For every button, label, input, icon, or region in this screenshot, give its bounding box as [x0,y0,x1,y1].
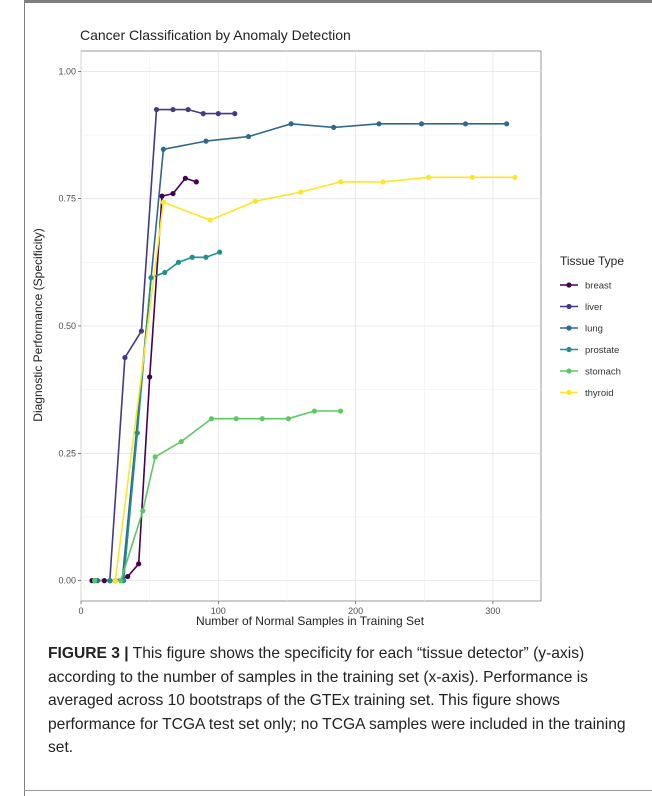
caption-label: FIGURE 3 | [48,645,129,662]
legend-label-breast: breast [585,281,612,292]
x-axis-label: Number of Normal Samples in Training Set [196,614,425,628]
legend-key-point-thyroid [566,389,572,396]
data-point-breast [147,374,153,380]
y-axis-label: Diagnostic Performance (Specificity) [31,228,45,421]
data-point-stomach [92,578,98,584]
y-axis-ticks: 0.00 0.25 0.50 0.75 1.00 [58,66,81,586]
data-point-lung [418,121,425,127]
data-point-thyroid [252,198,258,204]
line-chart: Cancer Classification by Anomaly Detecti… [31,27,624,628]
legend-label-lung: lung [585,324,603,335]
data-point-lung [504,121,510,127]
data-point-prostate [175,259,182,265]
data-point-liver [170,106,176,113]
series-points [89,106,518,584]
data-point-lung [288,121,294,127]
data-point-lung [331,124,337,130]
data-point-stomach [285,416,291,422]
data-point-prostate [217,249,223,255]
data-point-liver [232,111,238,117]
data-point-liver [122,354,128,361]
data-point-liver [138,328,145,334]
legend-key-point-prostate [566,346,572,353]
legend-label-thyroid: thyroid [585,388,614,399]
data-point-thyroid [512,174,518,180]
data-point-stomach [337,408,344,414]
x-tick-label: 0 [78,606,83,616]
series-line-thyroid [114,176,515,581]
data-point-thyroid [160,199,166,205]
data-point-breast [159,193,165,199]
data-point-breast [101,578,107,584]
y-tick-label: 1.00 [58,66,76,76]
data-point-thyroid [298,189,304,195]
data-point-thyroid [469,174,475,180]
data-point-lung [462,121,469,127]
data-point-lung [245,133,252,140]
data-point-liver [200,111,206,117]
data-point-breast [170,190,176,197]
legend-label-prostate: prostate [585,345,619,356]
x-tick-label: 200 [348,606,363,616]
series-line-liver [94,108,235,582]
data-point-stomach [140,508,146,514]
data-point-thyroid [425,174,432,180]
data-point-breast [182,175,188,181]
y-tick-label: 0.00 [58,576,76,586]
frame-top-border [24,0,652,3]
frame-bottom-border [24,790,652,791]
legend-label-stomach: stomach [585,367,621,378]
chart-title: Cancer Classification by Anomaly Detecti… [80,27,351,43]
data-point-liver [153,106,160,113]
data-point-prostate [203,254,209,260]
data-point-stomach [233,416,239,422]
legend-key-point-breast [566,282,572,288]
figure-caption: FIGURE 3 | This figure shows the specifi… [48,642,640,760]
data-point-stomach [259,416,265,422]
legend-key-point-liver [566,303,572,310]
legend-label-liver: liver [585,302,602,313]
data-point-lung [160,146,166,152]
legend: breast liver lung prostate stomach thyroid [560,281,621,399]
data-point-lung [203,138,209,144]
x-tick-label: 300 [485,606,500,616]
legend-title: Tissue Type [560,254,624,268]
data-point-lung [376,121,382,127]
y-tick-label: 0.25 [58,448,76,458]
data-point-thyroid [207,217,213,223]
data-point-prostate [148,275,154,281]
data-point-stomach [178,439,184,445]
y-tick-label: 0.50 [58,321,76,331]
data-point-prostate [107,578,113,584]
frame-left-border [24,0,25,796]
data-point-thyroid [112,578,118,584]
data-point-stomach [311,408,318,414]
data-point-prostate [162,269,168,276]
data-point-prostate [134,430,140,436]
data-point-breast [125,573,131,580]
series-lines [92,108,515,582]
caption-text: This figure shows the specificity for ea… [48,645,626,756]
y-tick-label: 0.75 [58,194,76,204]
data-point-breast [193,179,199,185]
legend-key-point-stomach [566,368,572,374]
data-point-stomach [118,578,124,584]
data-point-breast [136,561,142,567]
data-point-stomach [152,454,158,460]
x-axis-ticks: 0 100 200 300 [78,601,500,616]
data-point-prostate [189,254,195,260]
data-point-liver [215,111,221,117]
data-point-thyroid [337,179,344,185]
data-point-stomach [208,416,215,422]
x-tick-label: 100 [211,606,226,616]
legend-key-point-lung [566,325,572,331]
data-point-liver [185,106,191,113]
data-point-thyroid [380,179,386,185]
